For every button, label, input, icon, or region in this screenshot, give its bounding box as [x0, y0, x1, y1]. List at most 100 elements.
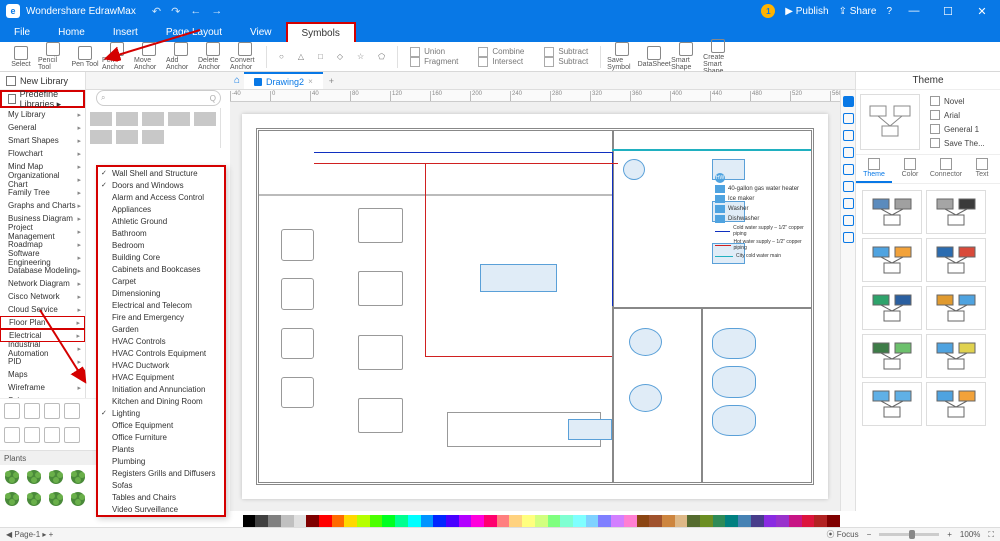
rtool-icon[interactable]: [843, 232, 854, 243]
theme-opt-novel[interactable]: Novel: [930, 94, 985, 108]
publish-button[interactable]: ▶ Publish: [785, 6, 828, 17]
help-icon[interactable]: ?: [886, 6, 892, 17]
fit-icon[interactable]: ⛶: [988, 530, 994, 540]
ribbon-move-anchor[interactable]: Move Anchor: [134, 42, 164, 71]
zoom-out-icon[interactable]: −: [867, 530, 872, 539]
shape-search[interactable]: ⌕Q: [96, 90, 221, 106]
canvas[interactable]: HW40-gallon gas water heaterIce makerWas…: [230, 102, 840, 511]
color-swatch[interactable]: [306, 515, 319, 527]
tool-icon[interactable]: [44, 427, 60, 443]
ribbon-op-subtract[interactable]: Subtract: [538, 57, 594, 67]
ribbon-op-combine[interactable]: Combine: [472, 47, 530, 57]
color-swatch[interactable]: [776, 515, 789, 527]
color-swatch[interactable]: [344, 515, 357, 527]
ribbon-shape-icon[interactable]: △: [292, 52, 310, 61]
rtool-icon[interactable]: [843, 130, 854, 141]
category-electrical[interactable]: Electrical▸: [0, 329, 85, 342]
theme-swatch[interactable]: [862, 382, 922, 426]
theme-tab-connector[interactable]: Connector: [928, 155, 964, 183]
category-organizational-chart[interactable]: Organizational Chart▸: [0, 173, 85, 186]
back-icon[interactable]: ←: [190, 5, 201, 18]
shape-thumb[interactable]: [116, 112, 138, 126]
shape-thumb[interactable]: [142, 130, 164, 144]
menu-home[interactable]: Home: [44, 22, 99, 42]
lib-button-predefine-libraries[interactable]: Predefine Libraries ▸: [0, 90, 85, 108]
category-my-library[interactable]: My Library▸: [0, 108, 85, 121]
category-project-management[interactable]: Project Management▸: [0, 225, 85, 238]
theme-swatch[interactable]: [862, 190, 922, 234]
tool-icon[interactable]: [64, 427, 80, 443]
submenu-office-equipment[interactable]: Office Equipment: [98, 419, 224, 431]
submenu-electrical-and-telecom[interactable]: Electrical and Telecom: [98, 299, 224, 311]
color-swatch[interactable]: [637, 515, 650, 527]
submenu-lighting[interactable]: Lighting: [98, 407, 224, 419]
theme-swatch[interactable]: [926, 238, 986, 282]
submenu-building-core[interactable]: Building Core: [98, 251, 224, 263]
category-floor-plan[interactable]: Floor Plan▸: [0, 316, 85, 329]
shape-thumb[interactable]: [142, 112, 164, 126]
redo-icon[interactable]: ↷: [171, 5, 180, 18]
home-tab-icon[interactable]: ⌂: [230, 75, 244, 86]
submenu-carpet[interactable]: Carpet: [98, 275, 224, 287]
ribbon-shape-icon[interactable]: ○: [273, 52, 290, 61]
color-swatch[interactable]: [738, 515, 751, 527]
rtool-icon[interactable]: [843, 181, 854, 192]
share-button[interactable]: ⇪ Share: [839, 6, 877, 17]
plant-thumb[interactable]: [46, 467, 66, 487]
color-swatch[interactable]: [713, 515, 726, 527]
zoom-slider[interactable]: [879, 533, 939, 536]
tool-icon[interactable]: [44, 403, 60, 419]
theme-swatch[interactable]: [862, 334, 922, 378]
document-tab[interactable]: Drawing2 ×: [244, 72, 323, 89]
ribbon-op-fragment[interactable]: Fragment: [404, 57, 464, 67]
close-button[interactable]: ✕: [970, 5, 994, 18]
menu-file[interactable]: File: [0, 22, 44, 42]
submenu-wall-shell-and-structure[interactable]: Wall Shell and Structure: [98, 167, 224, 179]
menu-view[interactable]: View: [236, 22, 286, 42]
rtool-icon[interactable]: [843, 198, 854, 209]
ribbon-create-smart-shape[interactable]: Create Smart Shape: [703, 39, 733, 75]
submenu-hvac-controls-equipment[interactable]: HVAC Controls Equipment: [98, 347, 224, 359]
plant-thumb[interactable]: [68, 489, 88, 509]
submenu-alarm-and-access-control[interactable]: Alarm and Access Control: [98, 191, 224, 203]
menu-insert[interactable]: Insert: [99, 22, 152, 42]
color-swatch[interactable]: [725, 515, 738, 527]
shape-thumb[interactable]: [168, 112, 190, 126]
color-swatch[interactable]: [662, 515, 675, 527]
notification-badge[interactable]: 1: [761, 4, 775, 18]
lib-button-new-library[interactable]: New Library: [0, 72, 85, 90]
submenu-cabinets-and-bookcases[interactable]: Cabinets and Bookcases: [98, 263, 224, 275]
ribbon-smart-shape[interactable]: Smart Shape: [671, 42, 701, 71]
color-swatch[interactable]: [395, 515, 408, 527]
color-swatch[interactable]: [294, 515, 307, 527]
category-network-diagram[interactable]: Network Diagram▸: [0, 277, 85, 290]
shape-thumb[interactable]: [90, 130, 112, 144]
color-swatch[interactable]: [675, 515, 688, 527]
ribbon-add-anchor[interactable]: Add Anchor: [166, 42, 196, 71]
zoom-in-icon[interactable]: +: [947, 530, 952, 539]
category-industrial-automation[interactable]: Industrial Automation▸: [0, 342, 85, 355]
add-tab-button[interactable]: +: [323, 76, 340, 86]
color-swatch[interactable]: [789, 515, 802, 527]
color-swatch[interactable]: [433, 515, 446, 527]
color-swatch[interactable]: [332, 515, 345, 527]
submenu-appliances[interactable]: Appliances: [98, 203, 224, 215]
color-swatch[interactable]: [598, 515, 611, 527]
category-flowchart[interactable]: Flowchart▸: [0, 147, 85, 160]
submenu-doors-and-windows[interactable]: Doors and Windows: [98, 179, 224, 191]
color-swatch[interactable]: [230, 515, 243, 527]
submenu-video-surveillance[interactable]: Video Surveillance: [98, 503, 224, 515]
color-swatch[interactable]: [243, 515, 256, 527]
submenu-dimensioning[interactable]: Dimensioning: [98, 287, 224, 299]
color-swatch[interactable]: [484, 515, 497, 527]
color-swatch[interactable]: [827, 515, 840, 527]
submenu-athletic-ground[interactable]: Athletic Ground: [98, 215, 224, 227]
theme-swatch[interactable]: [926, 382, 986, 426]
color-swatch[interactable]: [255, 515, 268, 527]
color-swatch[interactable]: [319, 515, 332, 527]
tool-icon[interactable]: [24, 403, 40, 419]
forward-icon[interactable]: →: [211, 5, 222, 18]
color-swatch[interactable]: [649, 515, 662, 527]
ribbon-op-subtract[interactable]: Subtract: [538, 47, 594, 57]
focus-button[interactable]: ⦿ Focus: [827, 529, 859, 540]
